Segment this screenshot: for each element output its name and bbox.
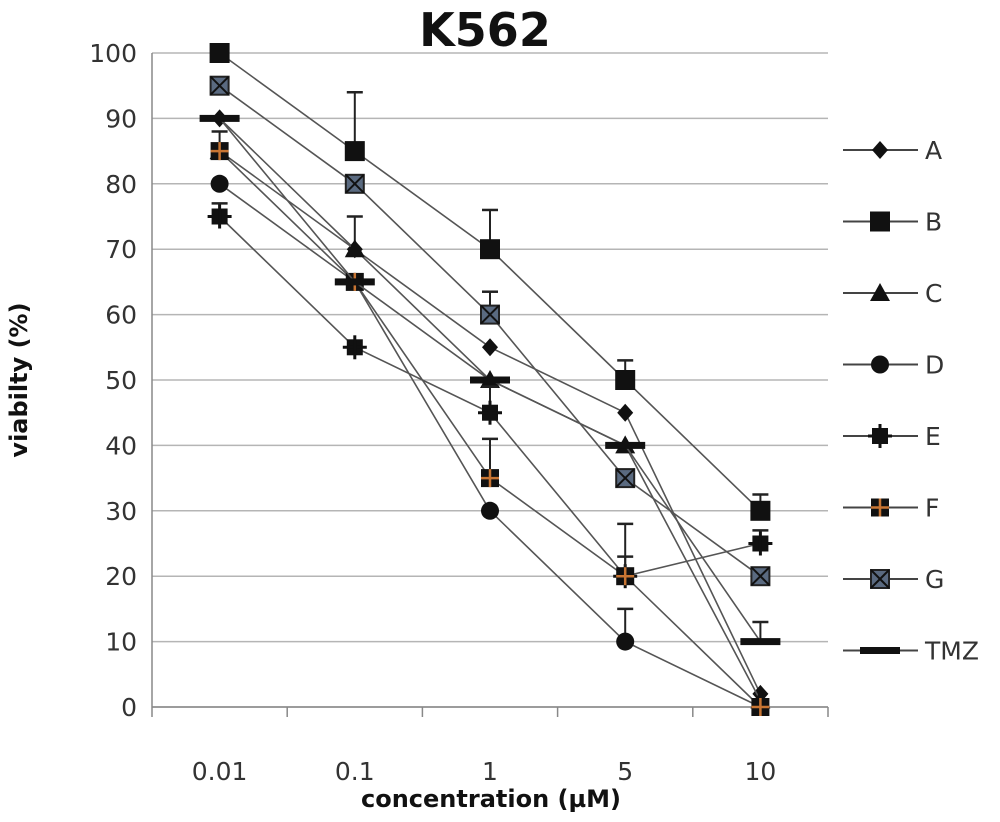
legend-marker	[872, 141, 888, 159]
legend-item-a: A	[843, 136, 942, 165]
y-tick-label: 50	[105, 366, 137, 395]
series-g-point	[480, 304, 500, 325]
legend-label: E	[925, 422, 941, 451]
series-a-point	[482, 338, 498, 357]
y-tick-label: 70	[105, 235, 137, 264]
y-tick-label: 60	[105, 301, 137, 330]
legend-item-c: C	[843, 279, 942, 308]
series-tmz-point	[605, 441, 646, 449]
series-e-point	[478, 400, 502, 425]
series-b	[209, 43, 771, 521]
legend-marker	[871, 355, 889, 374]
y-tick-label: 0	[121, 693, 137, 722]
series-tmz-point	[740, 638, 781, 646]
legend-item-e: E	[843, 422, 941, 451]
x-tick-label: 10	[744, 757, 776, 786]
legend-marker	[870, 283, 890, 301]
legend-label: TMZ	[924, 637, 979, 666]
series-e	[207, 202, 773, 589]
series-e-point	[207, 204, 232, 229]
x-axis-label: concentration (µM)	[360, 785, 622, 813]
legend-item-b: B	[843, 208, 942, 237]
series-tmz-point	[199, 114, 240, 122]
y-tick-label: 40	[105, 431, 137, 460]
y-tick-label: 80	[105, 170, 137, 199]
legend-label: D	[925, 351, 944, 380]
legend-label: G	[925, 565, 944, 594]
series-tmz-point	[470, 376, 510, 384]
x-tick-label: 0.1	[335, 757, 375, 786]
series-b-point	[209, 43, 230, 63]
legend-marker	[871, 498, 889, 517]
legend-marker	[860, 647, 900, 654]
series-f-point	[210, 142, 229, 161]
series-f-point	[616, 567, 635, 586]
y-tick-label: 10	[105, 628, 137, 657]
legend-label: A	[925, 136, 942, 165]
series-g-point	[344, 173, 365, 194]
series-g-point	[615, 468, 636, 489]
series-b-point	[750, 500, 771, 521]
legend-item-d: D	[843, 351, 944, 380]
y-tick-label: 30	[105, 497, 137, 526]
legend: A B C D E F G TMZ	[843, 136, 979, 666]
chart-title: K562	[419, 3, 551, 57]
legend-marker	[870, 211, 890, 232]
series-b-point	[344, 141, 365, 162]
series-d-point	[210, 174, 229, 193]
legend-label: B	[925, 208, 942, 237]
y-tick-label: 100	[89, 39, 137, 68]
series-b-point	[615, 370, 636, 390]
legend-marker	[870, 569, 890, 589]
x-tick-label: 1	[482, 757, 498, 786]
series-c-point	[344, 239, 365, 258]
y-tick-label: 20	[105, 562, 137, 591]
legend-marker	[868, 424, 892, 448]
x-tick-label: 5	[617, 757, 633, 786]
series-d-point	[616, 632, 635, 651]
legend-item-f: F	[843, 494, 939, 523]
series-a-point	[617, 403, 634, 422]
series-g-point	[750, 566, 771, 587]
series-f-point	[481, 469, 499, 488]
series-tmz	[199, 114, 781, 646]
series-e-point	[748, 531, 773, 556]
series-f-point	[751, 698, 770, 716]
legend-label: C	[925, 279, 942, 308]
series-e-point	[342, 335, 367, 360]
legend-label: F	[925, 494, 939, 523]
x-tick-label: 0.01	[192, 757, 248, 786]
series-tmz-point	[334, 278, 375, 286]
series-g	[209, 75, 771, 587]
series-g-point	[209, 75, 230, 96]
series-d-point	[481, 501, 499, 520]
legend-item-tmz: TMZ	[843, 637, 979, 666]
legend-item-g: G	[843, 565, 944, 594]
y-tick-label: 90	[105, 104, 137, 133]
series-b-point	[480, 239, 500, 260]
